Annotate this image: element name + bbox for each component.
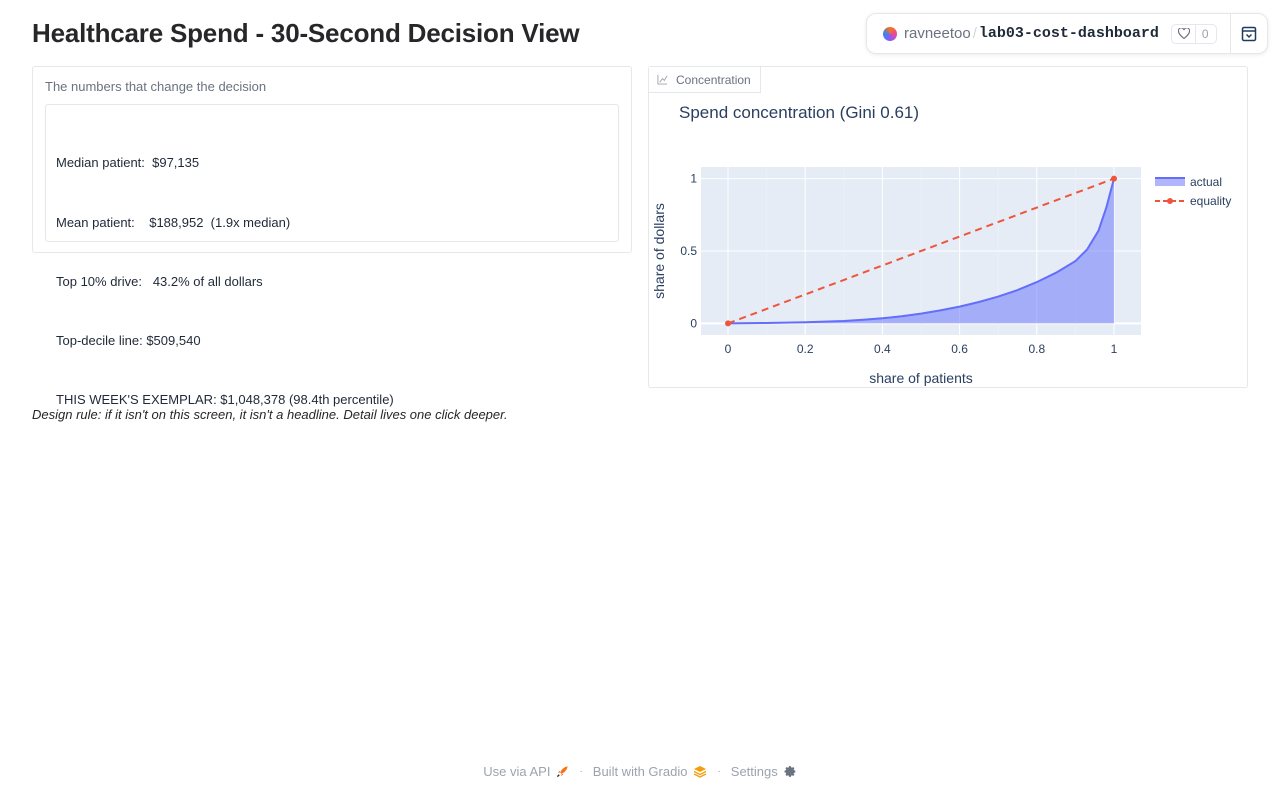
like-count: 0	[1201, 26, 1209, 41]
stat-top-decile-line: Top-decile line: $509,540	[56, 332, 201, 348]
y-tick-label: 1	[690, 172, 697, 186]
x-tick-label: 0	[725, 342, 732, 356]
settings-text: Settings	[730, 764, 778, 779]
space-link[interactable]: ravneetoo / lab03-cost-dashboard 0	[867, 14, 1230, 53]
concentration-chart[interactable]: 0 0.2 0.4 0.6 0.8 1 0 0.5 1 Spend concentration (…	[649, 67, 1247, 387]
space-header: ravneetoo / lab03-cost-dashboard 0	[866, 13, 1268, 54]
summary-label: The numbers that change the decision	[45, 79, 267, 94]
path-separator: /	[972, 25, 977, 42]
stat-top-decile-share: Top 10% drive: 43.2% of all dollars	[56, 273, 263, 289]
plot-tab-text: Concentration	[676, 72, 751, 87]
like-button[interactable]: 0	[1170, 23, 1217, 44]
chart-title: Spend concentration (Gini 0.61)	[679, 103, 919, 122]
gear-icon	[784, 766, 796, 777]
gradio-logo-icon	[694, 766, 707, 778]
owner-avatar	[883, 26, 897, 41]
plot-panel: 0 0.2 0.4 0.6 0.8 1 0 0.5 1 Spend concentration (…	[648, 66, 1248, 388]
built-with-gradio-link[interactable]: Built with Gradio	[593, 764, 708, 779]
plot-tab-label: Concentration	[649, 67, 761, 93]
space-repo-name[interactable]: lab03-cost-dashboard	[978, 25, 1159, 42]
y-tick-label: 0.5	[680, 244, 697, 258]
heart-icon	[1172, 24, 1196, 43]
chart-icon	[657, 74, 668, 85]
use-via-api-text: Use via API	[483, 764, 551, 779]
x-tick-label: 1	[1111, 342, 1118, 356]
x-tick-label: 0.8	[1028, 342, 1045, 356]
legend-actual-swatch	[1155, 178, 1185, 186]
legend-equality-label: equality	[1190, 194, 1231, 208]
actual-area	[728, 178, 1114, 324]
stat-mean: Mean patient: $188,952 (1.9x median)	[56, 214, 291, 230]
x-tick-label: 0.2	[797, 342, 814, 356]
collapse-header-button[interactable]	[1231, 14, 1267, 53]
x-tick-label: 0.6	[951, 342, 968, 356]
stat-exemplar: THIS WEEK'S EXEMPLAR: $1,048,378 (98.4th…	[56, 391, 394, 407]
rocket-icon	[557, 766, 569, 778]
equality-point	[725, 320, 732, 327]
summary-textbox[interactable]: Median patient: $97,135 Mean patient: $1…	[45, 104, 619, 407]
space-owner[interactable]: ravneetoo	[904, 25, 971, 42]
legend-equality-marker	[1167, 198, 1173, 204]
equality-line	[727, 177, 1115, 325]
stat-median: Median patient: $97,135	[56, 155, 200, 171]
actual-line	[727, 178, 1115, 325]
design-rule-note: Design rule: if it isn't on this screen,…	[32, 407, 508, 422]
collapse-icon	[1241, 26, 1257, 41]
summary-panel: The numbers that change the decision Med…	[32, 66, 632, 407]
page-title: Healthcare Spend - 30-Second Decision Vi…	[32, 18, 580, 48]
legend-actual-label: actual	[1190, 175, 1222, 189]
settings-link[interactable]: Settings	[731, 764, 797, 779]
use-via-api-link[interactable]: Use via API	[483, 764, 569, 779]
x-tick-label: 0.4	[874, 342, 891, 356]
y-tick-label: 0	[690, 316, 697, 330]
equality-point	[1110, 175, 1117, 182]
y-axis-label: share of dollars	[651, 203, 667, 299]
footer: Use via API · Built with Gradio · Settin…	[0, 764, 1280, 779]
built-with-gradio-text: Built with Gradio	[592, 764, 688, 779]
x-axis-label: share of patients	[869, 370, 973, 386]
